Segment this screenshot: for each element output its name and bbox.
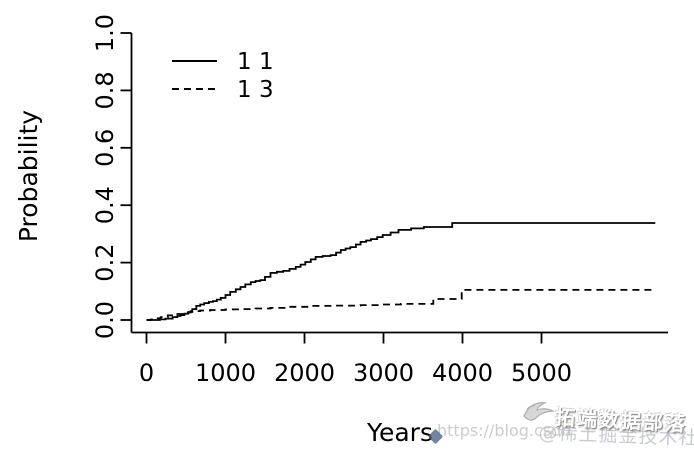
x-tick-label: 3000 <box>353 359 414 387</box>
y-tick-label: 1.0 <box>91 14 119 52</box>
y-tick-label: 0.4 <box>91 186 119 224</box>
axis-lines <box>130 33 668 334</box>
y-tick-label: 0.8 <box>91 71 119 109</box>
x-tick-label: 5000 <box>511 359 572 387</box>
y-tick-label: 0.0 <box>91 301 119 339</box>
legend-label: 1 3 <box>237 77 274 103</box>
series-dashed-line <box>146 289 656 321</box>
y-tick-label: 0.2 <box>91 244 119 282</box>
x-axis-title: Years <box>366 418 433 447</box>
x-tick-label: 1000 <box>195 359 256 387</box>
legend-label: 1 1 <box>237 49 274 75</box>
x-tick-label: 4000 <box>432 359 493 387</box>
y-tick-label: 0.6 <box>91 129 119 167</box>
bird-logo-icon <box>523 402 556 421</box>
series-solid-line <box>146 222 656 321</box>
watermark-url: https://blog.csdn <box>437 421 572 440</box>
x-tick-label: 2000 <box>274 359 335 387</box>
y-axis-title: Probability <box>14 110 43 242</box>
x-tick-label: 0 <box>139 359 154 387</box>
